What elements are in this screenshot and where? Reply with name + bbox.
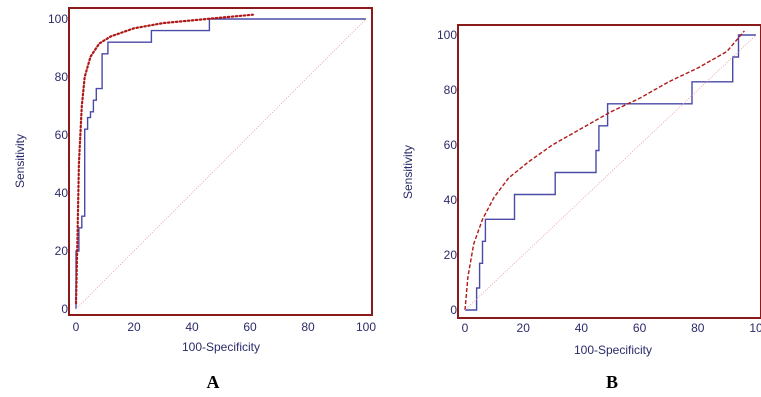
- panel-b-y-tick-0: 0: [450, 303, 457, 317]
- panel-b-frame: [457, 24, 761, 319]
- panel-a-letter: A: [207, 372, 220, 392]
- panel-a-y-tick-80: 80: [55, 70, 69, 84]
- panel-a-y-tick-60: 60: [55, 128, 69, 142]
- panel-b-x-tick-20: 20: [517, 321, 531, 335]
- panel-a-x-tick-80: 80: [301, 320, 315, 334]
- panel-a-series: [74, 13, 367, 310]
- panel-b-x-tick-100: 10: [749, 321, 761, 335]
- panel-a-fitted-roc-line: [74, 13, 254, 305]
- panel-b-x-tick-40: 40: [575, 321, 589, 335]
- panel-b-fitted-roc-line: [464, 30, 745, 311]
- panel-b-y-tick-60: 60: [444, 138, 458, 152]
- panel-a-x-tick-100: 100: [356, 320, 376, 334]
- panel-a-y-tick-0: 0: [61, 302, 68, 316]
- panel-b-diagonal-reference-line: [464, 34, 757, 311]
- panel-b-x-axis-title: 100-Specificity: [574, 343, 652, 357]
- panel-a-x-tick-20: 20: [127, 320, 141, 334]
- panel-a-x-axis-title: 100-Specificity: [182, 340, 260, 354]
- panel-a-x-tick-60: 60: [243, 320, 257, 334]
- panel-b-y-axis: 0 20 40 60 80 100: [437, 28, 457, 317]
- panel-b-letter: B: [606, 372, 618, 392]
- panel-b-x-tick-60: 60: [633, 321, 647, 335]
- panel-a-x-tick-40: 40: [185, 320, 199, 334]
- panel-a-y-tick-100: 100: [48, 12, 68, 26]
- panel-a-x-tick-0: 0: [73, 320, 80, 334]
- panel-a-x-axis: 0 20 40 60 80 100: [73, 320, 377, 334]
- panel-a-empirical-roc-line: [75, 18, 366, 309]
- panel-b-y-axis-title: Sensitivity: [401, 145, 415, 199]
- panel-a-y-tick-40: 40: [55, 186, 69, 200]
- panel-b-y-tick-40: 40: [444, 193, 458, 207]
- panel-b-empirical-roc-line: [465, 34, 756, 311]
- panel-b-x-axis: 0 20 40 60 80 10: [462, 321, 761, 335]
- panel-b: 0 20 40 60 80 100 0 20 40 60 80 10 100-Specificity…: [401, 24, 761, 392]
- panel-b-x-tick-80: 80: [691, 321, 705, 335]
- panel-a: 0 20 40 60 80 100 0 20 40 60 80 100 100-Specificit…: [13, 7, 377, 392]
- panel-a-y-axis-title: Sensitivity: [13, 134, 27, 188]
- panel-a-y-axis: 0 20 40 60 80 100: [48, 12, 68, 316]
- panel-b-y-tick-100: 100: [437, 28, 457, 42]
- panel-b-series: [464, 30, 757, 311]
- panel-a-diagonal-reference-line: [75, 18, 367, 310]
- panel-b-y-tick-20: 20: [444, 248, 458, 262]
- panel-b-y-tick-80: 80: [444, 83, 458, 97]
- panel-a-frame: [68, 7, 373, 316]
- panel-b-x-tick-0: 0: [462, 321, 469, 335]
- panel-a-y-tick-20: 20: [55, 244, 69, 258]
